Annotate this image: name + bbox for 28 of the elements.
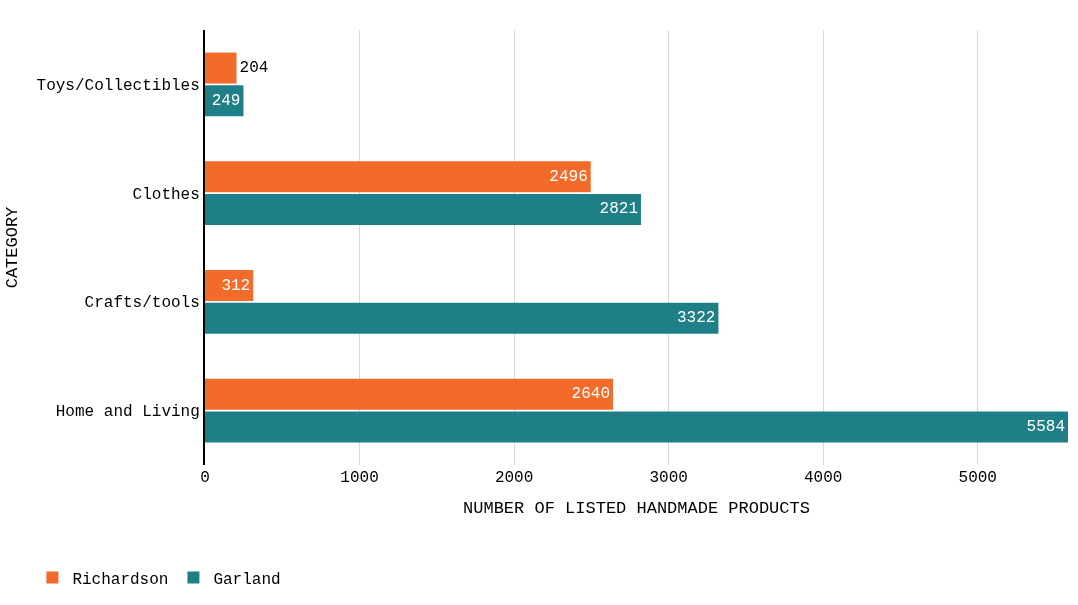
y-tick-label: Home and Living bbox=[55, 403, 200, 422]
legend-label: Richardson bbox=[72, 570, 169, 589]
data-label: 249 bbox=[211, 91, 241, 110]
y-axis-title: CATEGORY bbox=[2, 206, 22, 289]
data-label: 2821 bbox=[599, 200, 638, 219]
x-axis-title: NUMBER OF LISTED HANDMADE PRODUCTS bbox=[463, 499, 810, 519]
bar bbox=[205, 302, 719, 334]
data-label: 5584 bbox=[1026, 417, 1065, 436]
y-tick-label: Toys/Collectibles bbox=[36, 76, 200, 95]
bar bbox=[205, 411, 1068, 443]
x-tick-label: 5000 bbox=[958, 469, 997, 487]
x-tick-label: 4000 bbox=[803, 469, 843, 487]
x-tick-label: 2000 bbox=[494, 469, 534, 487]
x-tick-label: 1000 bbox=[340, 469, 379, 487]
y-tick-label: Crafts/tools bbox=[84, 294, 200, 313]
data-label: 2640 bbox=[571, 385, 611, 404]
data-label: 204 bbox=[239, 59, 269, 78]
bar bbox=[205, 161, 591, 193]
bar bbox=[205, 52, 237, 84]
y-tick-label: Clothes bbox=[132, 185, 200, 204]
bar bbox=[205, 193, 641, 225]
data-label: 2496 bbox=[549, 167, 588, 186]
bar bbox=[205, 378, 614, 410]
x-tick-label: 0 bbox=[200, 469, 210, 487]
data-label: 3322 bbox=[677, 309, 716, 328]
data-label: 312 bbox=[221, 276, 251, 295]
x-tick-label: 3000 bbox=[649, 469, 688, 487]
legend-label: Garland bbox=[213, 570, 281, 589]
